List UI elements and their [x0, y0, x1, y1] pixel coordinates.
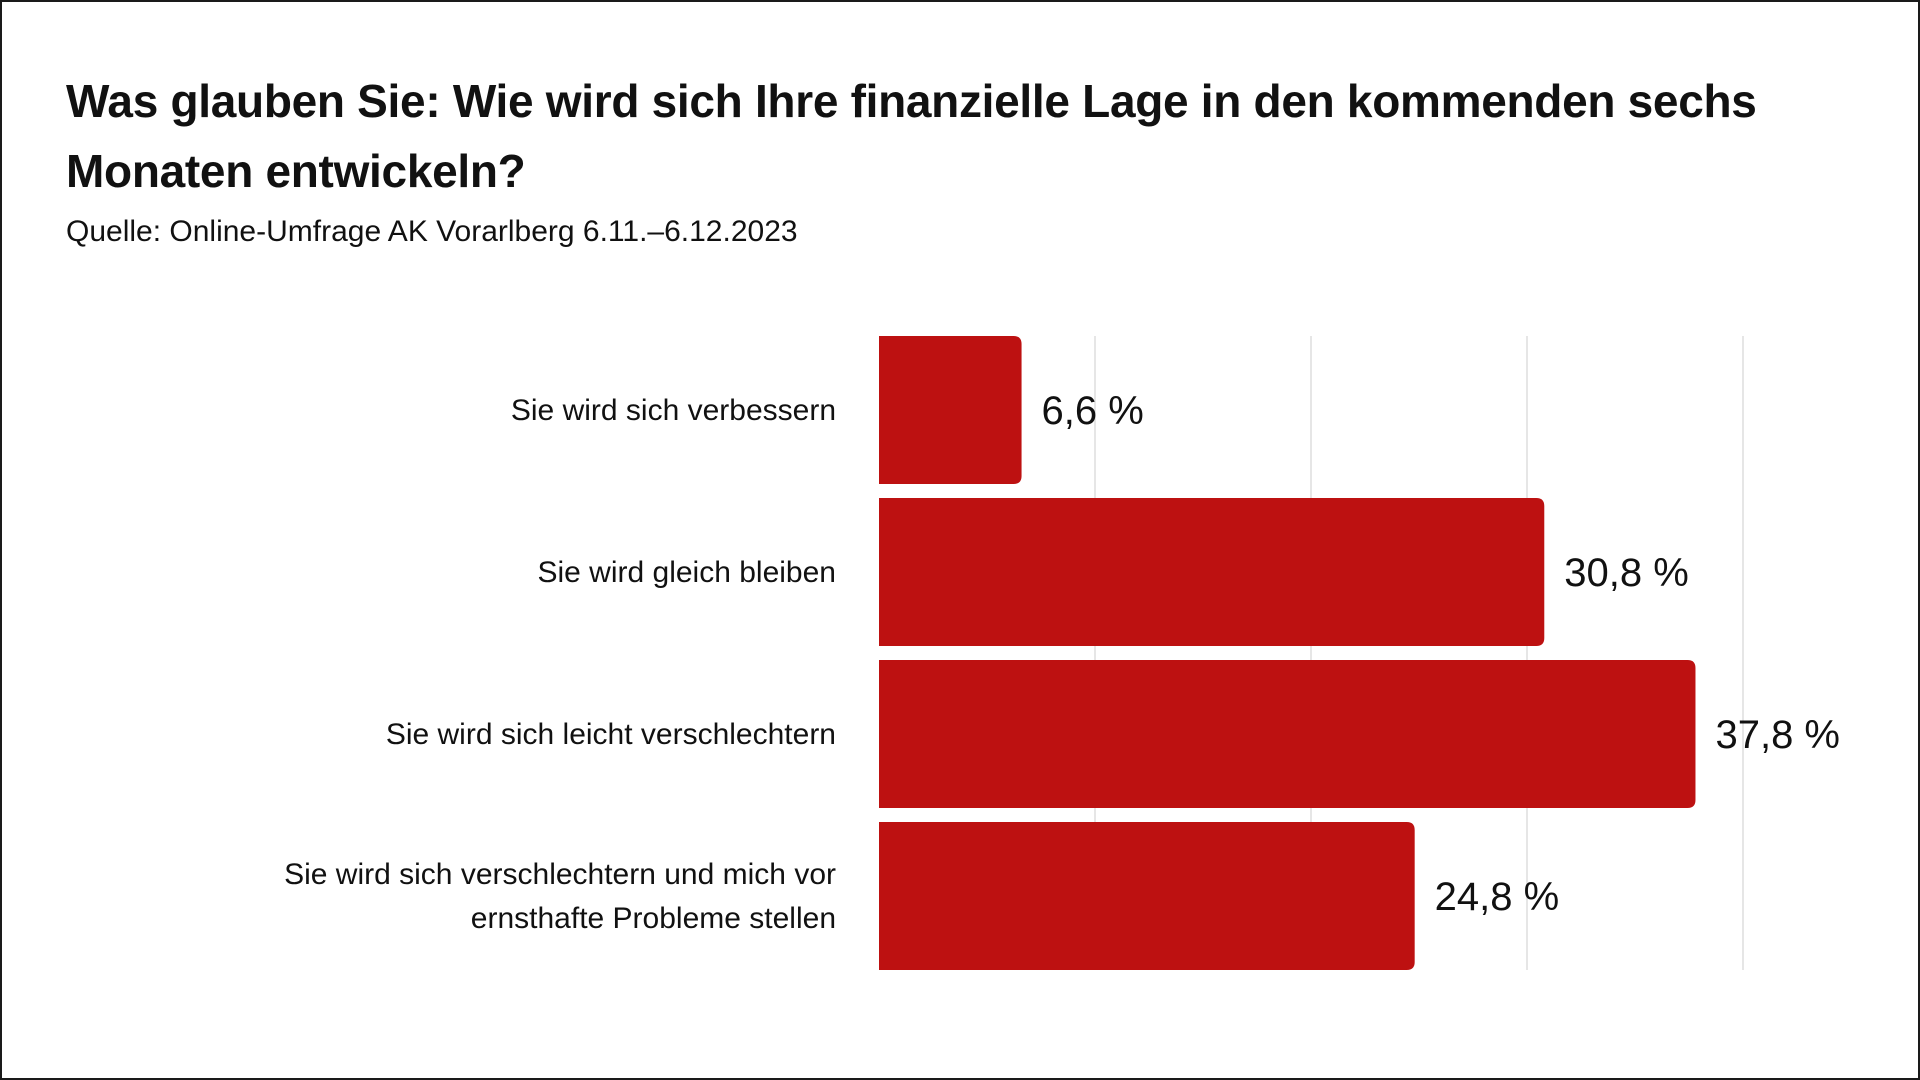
bar-1: [879, 336, 1022, 484]
category-label-1: Sie wird sich verbessern: [511, 394, 836, 427]
bar-2: [879, 498, 1545, 646]
value-label-3: 37,8 %: [1715, 713, 1840, 757]
chart-title: Was glauben Sie: Wie wird sich Ihre fina…: [66, 75, 1757, 197]
value-label-4: 24,8 %: [1435, 875, 1560, 919]
bar-4: [879, 822, 1415, 970]
chart-source: Quelle: Online-Umfrage AK Vorarlberg 6.1…: [66, 215, 798, 248]
value-label-2: 30,8 %: [1564, 551, 1689, 595]
category-label-4: Sie wird sich verschlechtern und mich vo…: [284, 858, 836, 935]
category-label-2: Sie wird gleich bleiben: [537, 556, 836, 589]
bar-3: [879, 660, 1696, 808]
category-label-3: Sie wird sich leicht verschlechtern: [386, 718, 836, 751]
value-label-1: 6,6 %: [1042, 389, 1144, 433]
